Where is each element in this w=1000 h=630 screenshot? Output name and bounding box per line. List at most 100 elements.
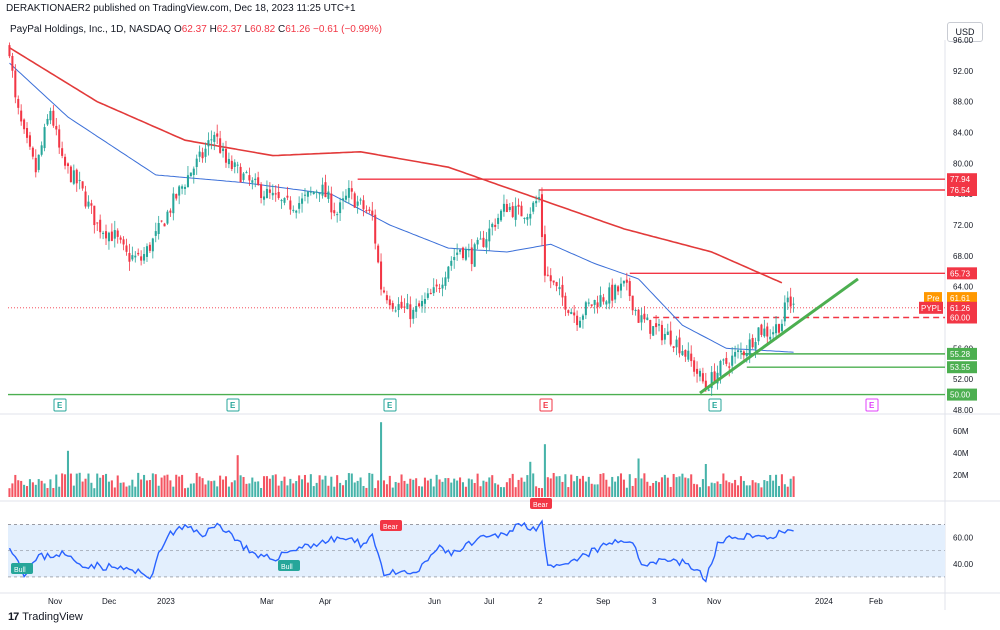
volume-bar	[157, 485, 160, 497]
volume-bar	[169, 480, 172, 497]
price-tick-label: 68.00	[953, 252, 974, 261]
time-tick-label: Nov	[707, 597, 721, 606]
candle-body	[239, 166, 242, 183]
candle-body	[690, 353, 693, 362]
candle-body	[780, 323, 783, 332]
volume-bar	[166, 474, 169, 497]
volume-bar	[464, 486, 467, 497]
tradingview-logo[interactable]: 17 TradingView	[8, 611, 83, 623]
symbol-badge-label: PYPL	[921, 304, 942, 313]
candle-body	[564, 295, 567, 310]
pre-value: 61.61	[950, 294, 971, 303]
rsi-tick-label: 40.00	[953, 560, 974, 569]
candle-body	[491, 223, 494, 228]
currency-button[interactable]: USD	[947, 22, 983, 42]
volume-bar	[163, 475, 166, 497]
volume-bar	[657, 482, 661, 497]
volume-bar	[406, 483, 409, 497]
candle-body	[420, 300, 424, 307]
candle-body	[710, 372, 713, 389]
candle-body	[43, 127, 46, 149]
last-price-badge	[947, 301, 977, 314]
rsi-signal-badge	[530, 498, 552, 509]
candle-body	[23, 119, 26, 130]
volume-tick-label: 20M	[953, 471, 969, 480]
volume-bar	[289, 478, 292, 497]
volume-bar	[532, 473, 535, 497]
earnings-marker: E	[226, 398, 240, 412]
volume-bar	[37, 479, 40, 497]
candle-body	[90, 203, 93, 206]
earnings-marker-box	[226, 398, 240, 412]
volume-bar	[380, 422, 383, 497]
volume-bar	[341, 485, 345, 497]
candle-body	[394, 310, 397, 312]
candle-body	[274, 193, 277, 195]
volume-bar	[262, 476, 266, 497]
candle-body	[271, 192, 274, 196]
volume-bar	[204, 484, 207, 497]
candle-body	[400, 301, 403, 308]
candle-body	[341, 198, 345, 201]
volume-bar	[25, 486, 29, 497]
candle-body	[113, 230, 116, 239]
volume-bar	[760, 487, 763, 497]
pre-value-badge	[947, 292, 977, 305]
candle-body	[145, 246, 149, 257]
volume-bar	[517, 479, 520, 497]
volume-bar	[201, 478, 204, 497]
volume-bar	[628, 474, 631, 497]
volume-bar	[318, 475, 321, 497]
candle-body	[166, 211, 169, 224]
publish-info: DERAKTIONAER2 published on TradingView.c…	[6, 3, 356, 14]
candle-body	[526, 216, 529, 220]
level-badge-label: 60.00	[950, 314, 971, 323]
volume-bar	[87, 473, 90, 497]
candle-body	[359, 199, 362, 201]
volume-bar	[479, 486, 482, 497]
volume-bar	[775, 474, 778, 497]
candle-body	[64, 156, 67, 166]
volume-bar	[64, 474, 67, 497]
volume-bar	[242, 477, 245, 497]
volume-bar	[230, 482, 233, 497]
volume-bar	[777, 485, 781, 497]
open-value: 62.37	[181, 24, 207, 35]
volume-bar	[224, 476, 228, 497]
candle-body	[675, 339, 678, 348]
volume-bar	[783, 484, 786, 497]
volume-bar	[561, 481, 564, 497]
candle-body	[20, 110, 23, 122]
candle-body	[514, 205, 517, 220]
time-tick-label: Sep	[596, 597, 611, 606]
volume-bar	[751, 480, 754, 497]
volume-bar	[382, 480, 386, 497]
candle-body	[444, 277, 447, 286]
volume-bar	[769, 474, 772, 497]
candle-body	[502, 203, 505, 212]
candle-body	[742, 351, 745, 356]
volume-bar	[476, 473, 479, 497]
candle-body	[687, 350, 690, 360]
price-tick-label: 84.00	[953, 129, 974, 138]
candle-body	[561, 284, 564, 298]
candle-body	[380, 261, 383, 290]
candle-body	[655, 323, 658, 328]
volume-bar	[535, 486, 538, 497]
volume-bar	[655, 480, 658, 497]
candle-body	[567, 310, 570, 313]
time-tick-label: 3	[652, 597, 657, 606]
candle-body	[558, 287, 561, 290]
candle-body	[763, 328, 766, 337]
volume-bar	[491, 475, 494, 497]
volume-bar	[312, 486, 315, 497]
volume-bar	[301, 479, 304, 497]
volume-bar	[736, 485, 740, 497]
volume-bar	[134, 486, 137, 497]
candle-body	[78, 179, 81, 181]
rsi-signal-label: Bear	[530, 498, 552, 509]
candle-body	[116, 230, 119, 237]
candle-body	[66, 163, 70, 167]
pre-badge	[924, 292, 942, 305]
